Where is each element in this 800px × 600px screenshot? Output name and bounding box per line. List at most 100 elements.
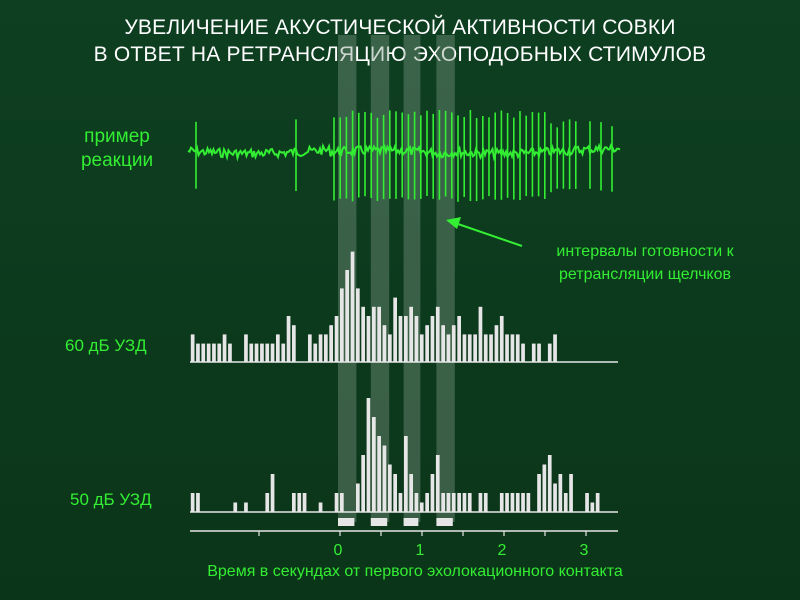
bar-50db-42 — [414, 493, 419, 512]
bar-60db-58 — [499, 316, 504, 362]
bar-60db-52 — [467, 334, 472, 362]
bar-60db-4 — [212, 343, 216, 362]
bar-50db-8 — [233, 502, 238, 512]
bar-50db-49 — [451, 493, 456, 512]
bar-60db-22 — [308, 334, 312, 362]
stimulus-mark-0 — [338, 518, 355, 526]
bar-50db-65 — [537, 474, 541, 512]
bar-60db-55 — [483, 334, 488, 362]
bar-50db-45 — [430, 474, 435, 512]
bar-60db-5 — [217, 343, 222, 362]
bar-60db-46 — [435, 306, 440, 362]
bar-50db-31 — [356, 483, 360, 512]
bar-60db-59 — [505, 334, 509, 362]
bar-60db-50 — [457, 316, 461, 362]
title-line-1: УВЕЛИЧЕНИЕ АКУСТИЧЕСКОЙ АКТИВНОСТИ СОВКИ — [124, 16, 676, 39]
bar-50db-36 — [382, 445, 387, 512]
bar-50db-40 — [404, 436, 408, 512]
bar-60db-33 — [366, 316, 371, 362]
ready-interval-band-3 — [436, 35, 455, 522]
bar-60db-61 — [515, 334, 520, 362]
bar-50db-75 — [590, 502, 595, 512]
bar-50db-63 — [526, 493, 531, 512]
bar-50db-14 — [265, 493, 270, 512]
bar-60db-57 — [494, 325, 499, 362]
bar-50db-19 — [292, 493, 296, 512]
bar-60db-45 — [430, 316, 435, 362]
bar-50db-39 — [398, 493, 403, 512]
bar-50db-76 — [595, 493, 600, 512]
title-line-2: В ОТВЕТ НА РЕТРАНСЛЯЦИЮ ЭХОПОДОБНЫХ СТИМ… — [93, 43, 707, 66]
bar-50db-55 — [483, 493, 488, 512]
bar-60db-41 — [409, 306, 413, 362]
bar-60db-25 — [324, 334, 328, 362]
bar-60db-35 — [377, 306, 381, 362]
bar-60db-12 — [254, 343, 259, 362]
bar-50db-59 — [505, 493, 509, 512]
bar-60db-37 — [388, 334, 392, 362]
bar-60db-16 — [276, 334, 280, 362]
bar-50db-24 — [318, 502, 323, 512]
stimulus-mark-1 — [370, 518, 388, 526]
bar-60db-18 — [286, 316, 291, 362]
bar-50db-60 — [510, 493, 515, 512]
bar-50db-61 — [515, 493, 520, 512]
bar-60db-34 — [372, 306, 376, 362]
ready-interval-band-1 — [370, 35, 390, 522]
bar-50db-21 — [302, 493, 307, 512]
bar-60db-6 — [222, 334, 227, 362]
series-label-50db: 50 дБ УЗД — [70, 490, 152, 509]
bar-60db-29 — [345, 270, 349, 362]
ready-interval-annotation: интервалы готовности к ретрансляции щелч… — [505, 240, 785, 286]
bar-60db-13 — [260, 343, 264, 362]
bar-60db-7 — [228, 343, 232, 362]
annotation-arrow-head — [446, 217, 461, 229]
bar-50db-67 — [547, 455, 552, 512]
bar-50db-15 — [270, 474, 275, 512]
bar-60db-14 — [265, 343, 270, 362]
bar-60db-60 — [510, 334, 515, 362]
stimulus-mark-3 — [436, 518, 453, 526]
bar-60db-15 — [270, 343, 275, 362]
x-tick-label-1: 1 — [416, 542, 425, 559]
x-tick-label-2: 2 — [498, 542, 507, 559]
bar-60db-2 — [201, 343, 206, 362]
annotation-line-1: интервалы готовности к — [556, 243, 734, 260]
bar-60db-47 — [441, 325, 445, 362]
bar-60db-68 — [553, 334, 557, 362]
stimulus-mark-2 — [403, 518, 419, 526]
bar-50db-32 — [361, 455, 365, 512]
bar-60db-28 — [340, 288, 344, 362]
bar-60db-40 — [404, 316, 408, 362]
bar-50db-35 — [377, 436, 381, 512]
bar-50db-10 — [244, 502, 248, 512]
bar-60db-53 — [473, 334, 477, 362]
bar-50db-66 — [542, 464, 547, 512]
bar-50db-27 — [334, 493, 339, 512]
bar-50db-70 — [563, 493, 568, 512]
bar-50db-20 — [297, 493, 302, 512]
bar-60db-43 — [419, 334, 424, 362]
bar-60db-48 — [446, 334, 451, 362]
bar-60db-64 — [531, 343, 536, 362]
bar-50db-69 — [558, 474, 563, 512]
bar-60db-38 — [393, 297, 397, 362]
bar-50db-58 — [499, 493, 504, 512]
bar-50db-38 — [393, 474, 397, 512]
bar-60db-11 — [249, 343, 254, 362]
bar-60db-54 — [478, 306, 483, 362]
bar-50db-28 — [340, 493, 344, 512]
bar-60db-19 — [292, 325, 296, 362]
bar-60db-62 — [521, 343, 525, 362]
bar-60db-30 — [350, 251, 355, 362]
x-axis-label: Время в секундах от первого эхолокационн… — [207, 563, 623, 580]
chart-title: УВЕЛИЧЕНИЕ АКУСТИЧЕСКОЙ АКТИВНОСТИ СОВКИ… — [0, 14, 800, 68]
bar-60db-67 — [547, 343, 552, 362]
bar-60db-3 — [206, 343, 211, 362]
bar-60db-32 — [361, 306, 365, 362]
bar-50db-68 — [553, 483, 557, 512]
bar-60db-23 — [313, 343, 318, 362]
bar-60db-39 — [398, 316, 403, 362]
bar-60db-1 — [196, 343, 200, 362]
